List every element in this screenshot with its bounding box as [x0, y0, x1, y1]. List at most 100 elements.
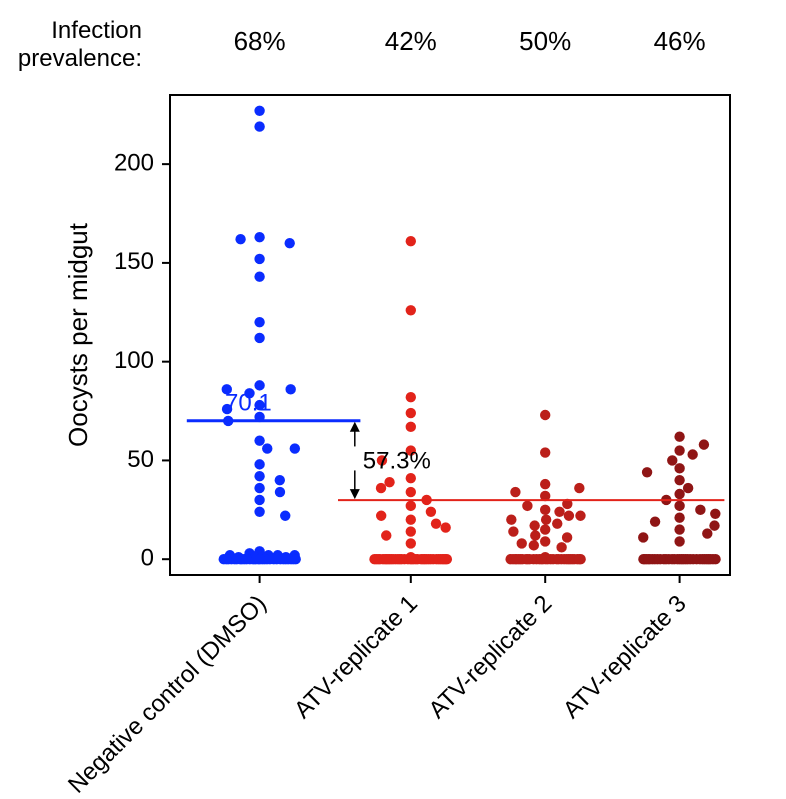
data-point: [254, 333, 264, 343]
data-point: [376, 483, 386, 493]
data-point: [406, 538, 416, 548]
data-point: [522, 501, 532, 511]
data-point: [406, 501, 416, 511]
data-point: [699, 439, 709, 449]
y-tick-label: 0: [141, 545, 154, 572]
y-tick-label: 150: [114, 248, 154, 275]
data-point: [540, 447, 550, 457]
data-point: [512, 554, 522, 564]
data-point: [643, 554, 653, 564]
data-point: [564, 511, 574, 521]
data-point: [406, 526, 416, 536]
data-point: [562, 532, 572, 542]
data-point: [254, 435, 264, 445]
data-point: [517, 538, 527, 548]
data-point: [254, 459, 264, 469]
data-point: [221, 554, 231, 564]
data-point: [563, 554, 573, 564]
data-point: [254, 495, 264, 505]
data-point: [529, 540, 539, 550]
data-point: [262, 443, 272, 453]
data-point: [530, 530, 540, 540]
data-point: [703, 554, 713, 564]
data-point: [674, 524, 684, 534]
data-point: [510, 487, 520, 497]
data-point: [280, 511, 290, 521]
header-label: prevalence:: [18, 45, 142, 72]
diff-label: 57.3%: [363, 447, 431, 474]
data-point: [254, 121, 264, 131]
prevalence-value: 68%: [234, 26, 286, 56]
data-point: [254, 471, 264, 481]
data-point: [523, 554, 533, 564]
data-point: [406, 473, 416, 483]
data-point: [406, 305, 416, 315]
data-point: [650, 516, 660, 526]
data-point: [281, 554, 291, 564]
data-point: [254, 272, 264, 282]
data-point: [674, 489, 684, 499]
data-point: [540, 505, 550, 515]
data-point: [667, 455, 677, 465]
data-point: [574, 554, 584, 564]
scatter-plot: 050100150200Oocysts per midgutNegative c…: [0, 0, 786, 799]
y-tick-label: 100: [114, 347, 154, 374]
data-point: [406, 422, 416, 432]
data-point: [406, 408, 416, 418]
data-point: [254, 232, 264, 242]
data-point: [254, 507, 264, 517]
data-point: [702, 528, 712, 538]
data-point: [710, 509, 720, 519]
mean-label-control: 70.1: [225, 390, 272, 417]
data-point: [552, 518, 562, 528]
data-point: [642, 467, 652, 477]
y-tick-label: 200: [114, 149, 154, 176]
data-point: [540, 479, 550, 489]
data-point: [285, 238, 295, 248]
data-point: [683, 483, 693, 493]
data-point: [384, 477, 394, 487]
data-point: [275, 475, 285, 485]
data-point: [418, 554, 428, 564]
data-point: [285, 384, 295, 394]
data-point: [506, 514, 516, 524]
data-point: [540, 410, 550, 420]
data-point: [426, 507, 436, 517]
data-point: [674, 463, 684, 473]
data-point: [575, 511, 585, 521]
data-point: [540, 524, 550, 534]
data-point: [275, 487, 285, 497]
data-point: [674, 432, 684, 442]
data-point: [674, 475, 684, 485]
data-point: [674, 536, 684, 546]
data-point: [529, 520, 539, 530]
data-point: [406, 487, 416, 497]
data-point: [638, 532, 648, 542]
data-point: [406, 236, 416, 246]
data-point: [381, 554, 391, 564]
data-point: [556, 542, 566, 552]
data-point: [554, 507, 564, 517]
data-point: [254, 254, 264, 264]
data-point: [431, 518, 441, 528]
data-point: [541, 514, 551, 524]
data-point: [687, 449, 697, 459]
prevalence-value: 50%: [519, 26, 571, 56]
data-point: [440, 522, 450, 532]
data-point: [254, 483, 264, 493]
data-point: [553, 554, 563, 564]
data-point: [407, 554, 417, 564]
y-tick-label: 50: [127, 446, 154, 473]
data-point: [237, 554, 247, 564]
data-point: [508, 526, 518, 536]
data-point: [254, 317, 264, 327]
data-point: [235, 234, 245, 244]
data-point: [709, 520, 719, 530]
data-point: [406, 514, 416, 524]
prevalence-value: 42%: [385, 26, 437, 56]
data-point: [674, 445, 684, 455]
prevalence-value: 46%: [654, 26, 706, 56]
data-point: [674, 513, 684, 523]
data-point: [254, 106, 264, 116]
chart-container: { "chart": { "type": "scatter-strip", "w…: [0, 0, 786, 799]
